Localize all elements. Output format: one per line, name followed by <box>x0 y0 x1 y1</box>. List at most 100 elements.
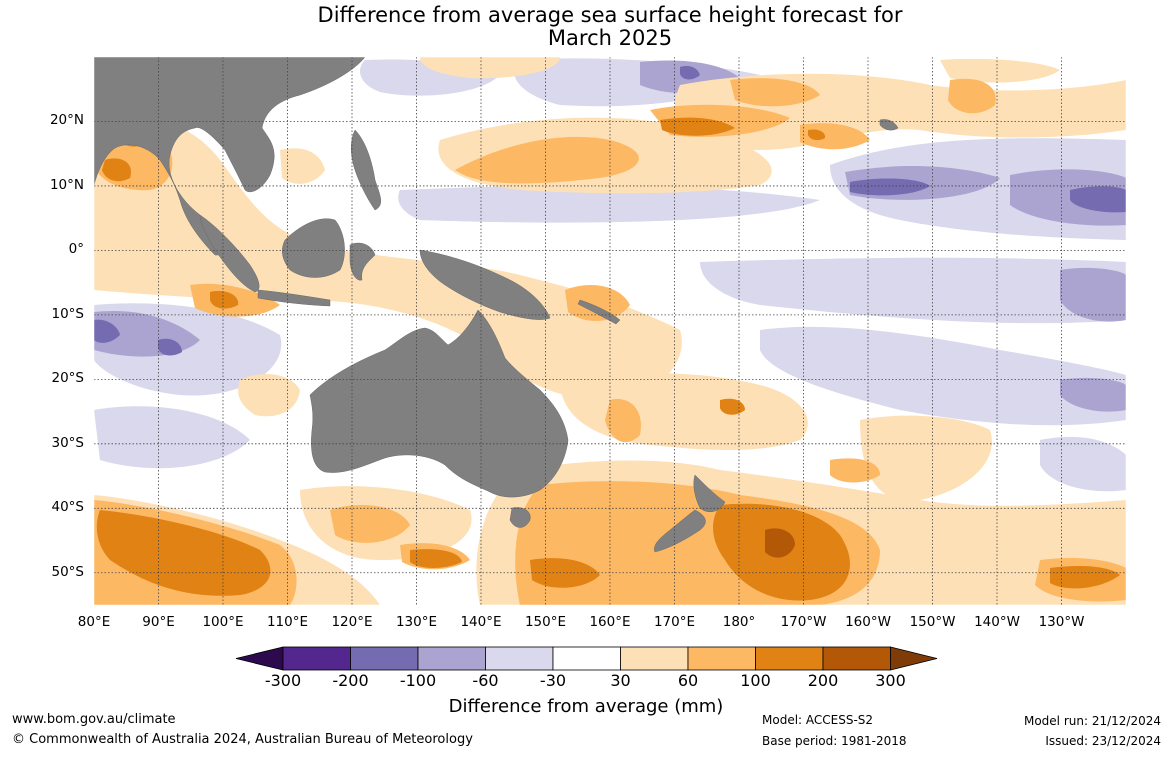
colorbar-segment <box>620 646 689 671</box>
colorbar-extend-low <box>235 646 284 671</box>
model-run-date: Model run: 21/12/2024 <box>1023 714 1161 728</box>
colorbar-segment <box>282 646 351 671</box>
anomaly-region <box>410 549 462 568</box>
anomaly-region <box>660 117 735 136</box>
anomaly-region <box>238 374 300 417</box>
colorbar-segment <box>417 646 486 671</box>
anomaly-region <box>96 510 271 596</box>
longitude-label: 140°E <box>460 614 502 630</box>
model-name: Model: ACCESS-S2 <box>762 713 874 727</box>
anomaly-pos-200-300-regions <box>765 528 795 558</box>
colorbar-tick-label: 60 <box>677 671 699 690</box>
longitude-label: 130°E <box>395 614 438 630</box>
land-masses <box>94 57 899 553</box>
latitude-label: 20°S <box>51 370 85 387</box>
anomaly-region <box>800 123 870 150</box>
longitude-label: 100°E <box>202 614 244 630</box>
colorbar-tick-label: 30 <box>610 671 631 690</box>
latitude-label: 40°S <box>51 499 85 516</box>
anomaly-region <box>210 290 239 309</box>
latitude-label: 50°S <box>51 563 85 580</box>
colorbar-extend-high <box>890 646 938 671</box>
anomaly-region <box>530 558 600 588</box>
longitude-label: 110°E <box>266 614 309 630</box>
colorbar-segment <box>687 646 756 671</box>
title-line-2: March 2025 <box>547 26 673 50</box>
longitude-label: 160°E <box>589 614 631 630</box>
longitude-label: 120°E <box>331 614 373 630</box>
colorbar-title: Difference from average (mm) <box>448 696 724 717</box>
land-new-zealand-south <box>654 509 706 553</box>
longitude-label: 150°W <box>909 614 956 630</box>
colorbar <box>235 646 938 671</box>
land-java <box>257 289 331 307</box>
anomaly-region <box>94 113 682 400</box>
longitude-label: 80°E <box>77 614 111 630</box>
anomaly-region <box>330 505 410 543</box>
copyright-text: © Commonwealth of Australia 2024, Austra… <box>12 732 473 747</box>
issued-date: Issued: 23/12/2024 <box>1045 734 1161 748</box>
anomaly-region <box>730 78 820 107</box>
anomaly-region <box>1070 186 1126 213</box>
anomaly-region <box>700 257 1126 324</box>
latitude-label: 0° <box>68 241 84 258</box>
land-new-zealand-north <box>693 474 726 513</box>
website-link[interactable]: www.bom.gov.au/climate <box>12 712 176 727</box>
latitude-label: 20°N <box>49 112 84 129</box>
anomaly-region <box>280 148 325 184</box>
anomaly-region <box>102 158 131 182</box>
anomaly-region <box>94 406 250 469</box>
colorbar-segment <box>822 646 891 671</box>
anomaly-region <box>850 178 930 196</box>
longitude-label: 160°W <box>845 614 891 630</box>
land-new-guinea <box>419 249 551 320</box>
longitude-label: 90°E <box>142 614 175 630</box>
map-title: Difference from average sea surface heig… <box>94 4 1126 50</box>
anomaly-region <box>680 65 700 80</box>
colorbar-segment <box>485 646 554 671</box>
colorbar-tick-label: -100 <box>399 671 437 690</box>
anomaly-region <box>940 58 1060 83</box>
anomaly-region <box>398 185 820 223</box>
longitude-label: 140°W <box>974 614 1020 630</box>
longitude-label: 150°E <box>524 614 567 630</box>
colorbar-tick-label: 100 <box>740 671 771 690</box>
longitude-label: 170°E <box>653 614 696 630</box>
anomaly-region <box>158 338 182 356</box>
map-area <box>94 57 1126 605</box>
anomaly-region <box>948 78 996 114</box>
anomaly-region <box>1050 566 1120 589</box>
longitude-label: 180° <box>722 614 756 630</box>
anomaly-region <box>765 528 795 558</box>
land-philippines <box>351 129 381 211</box>
colorbar-tick-label: 300 <box>875 671 906 690</box>
colorbar-tick-label: 200 <box>807 671 839 690</box>
anomaly-region <box>1060 267 1126 322</box>
colorbar-segment <box>755 646 824 671</box>
colorbar-tick-label: -60 <box>472 671 499 690</box>
map-frame <box>93 56 1127 606</box>
land-australia <box>309 309 569 498</box>
latitude-label: 10°S <box>51 305 85 322</box>
land-hawaii <box>879 119 899 131</box>
latitude-label: 30°S <box>51 434 85 451</box>
anomaly-region <box>605 399 641 443</box>
anomaly-region <box>565 285 630 322</box>
gridlines <box>94 57 1126 605</box>
colorbar-tick-label: -300 <box>264 671 302 690</box>
land-solomons <box>577 299 621 325</box>
anomaly-region <box>808 129 826 141</box>
anomaly-region <box>940 358 1010 389</box>
land-sumatra <box>199 214 260 293</box>
longitude-label: 130°W <box>1038 614 1085 630</box>
land-borneo <box>282 218 345 278</box>
colorbar-segment <box>552 646 621 671</box>
anomaly-region <box>1010 169 1126 226</box>
title-line-1: Difference from average sea surface heig… <box>317 3 903 27</box>
longitude-label: 170°W <box>780 614 827 630</box>
colorbar-segment <box>350 646 419 671</box>
colorbar-tick-label: -30 <box>539 671 567 690</box>
anomaly-neg-100-200-regions <box>94 65 1126 356</box>
land-asia <box>94 57 366 256</box>
